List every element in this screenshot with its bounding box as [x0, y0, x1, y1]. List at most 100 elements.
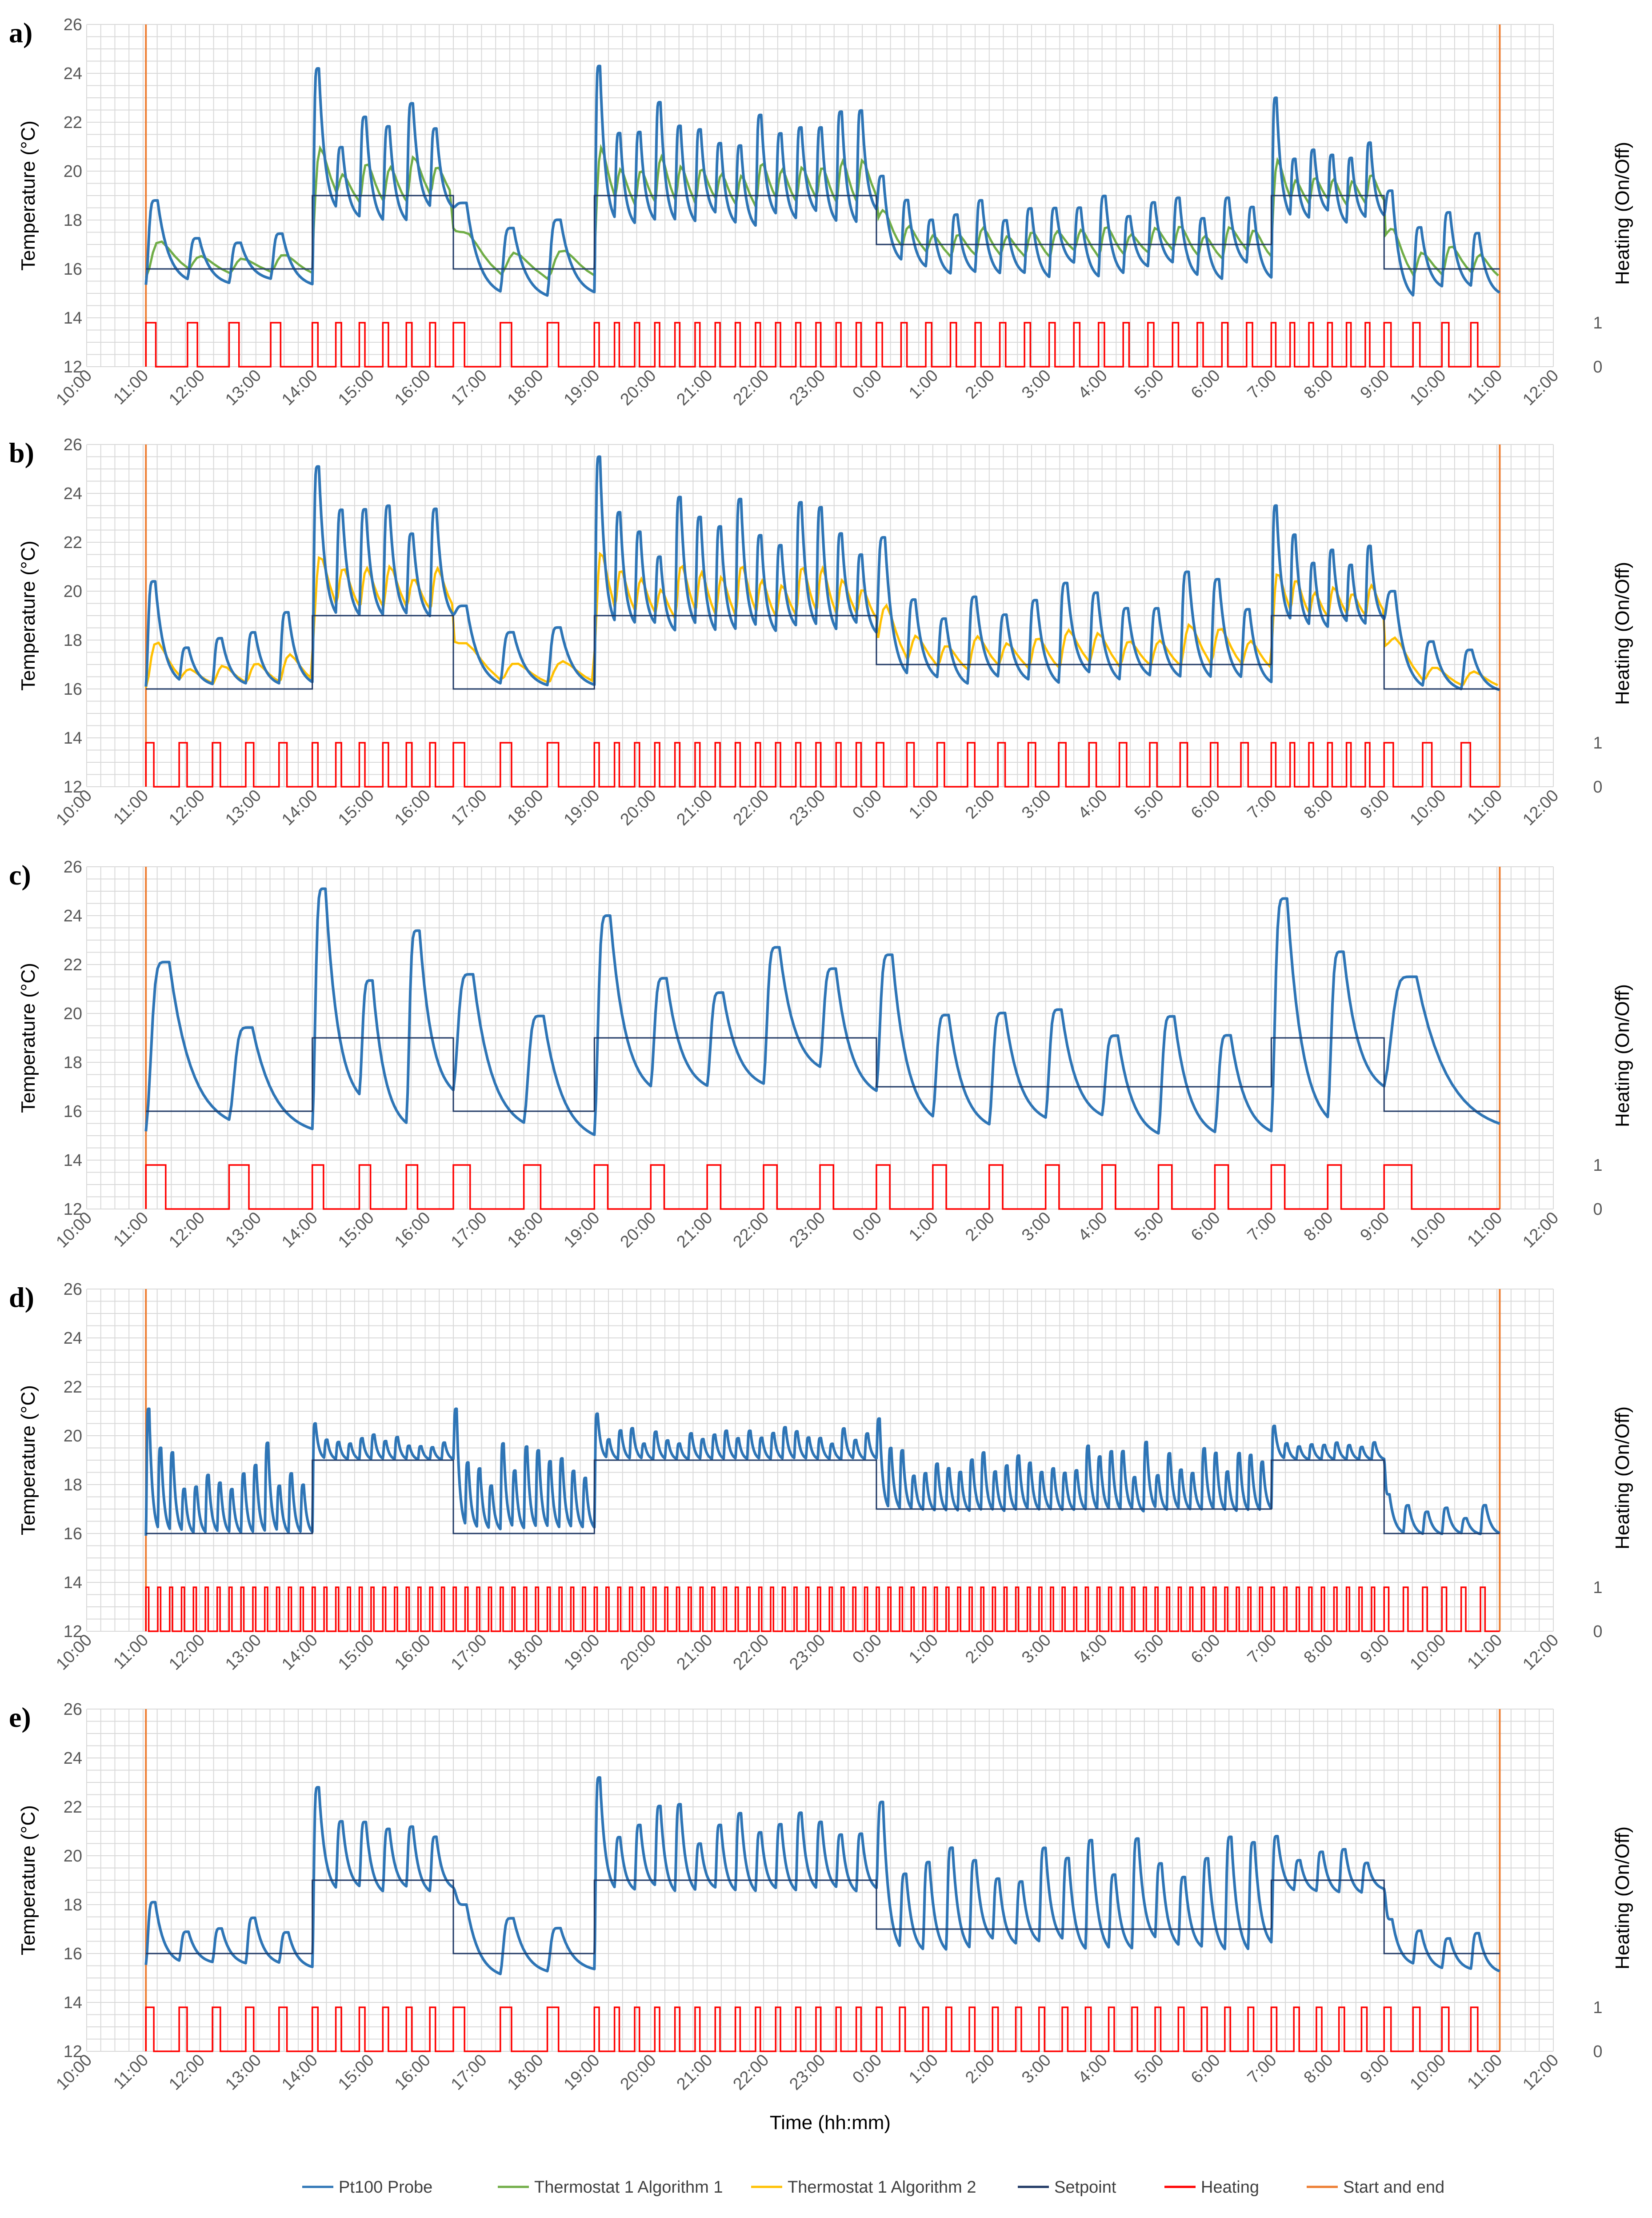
x-tick-label: 16:00: [391, 1631, 434, 1674]
x-tick-label: 20:00: [617, 1631, 660, 1674]
x-tick-label: 15:00: [335, 1631, 378, 1674]
x-tick-label: 22:00: [730, 1631, 773, 1674]
heating-series: [145, 742, 1500, 788]
x-tick-label: 6:00: [1188, 1209, 1224, 1245]
setpoint-series: [146, 195, 1500, 270]
y-tick-label: 18: [64, 631, 82, 650]
x-tick-label: 16:00: [391, 1209, 434, 1252]
y2-tick-label: 1: [1593, 1156, 1602, 1175]
x-tick-label: 7:00: [1244, 366, 1280, 403]
x-tick-label: 12:00: [165, 1209, 208, 1252]
y-tick-label: 14: [64, 1151, 82, 1170]
y2-tick-label: 1: [1593, 734, 1602, 753]
x-tick-label: 1:00: [905, 1209, 942, 1245]
x-tick-label: 14:00: [278, 366, 321, 409]
y2-axis-title: Heating (On/Off): [1612, 142, 1633, 285]
x-tick-label: 3:00: [1018, 786, 1055, 823]
x-tick-label: 14:00: [278, 786, 321, 829]
x-tick-label: 14:00: [278, 1209, 321, 1252]
x-tick-label: 7:00: [1244, 786, 1280, 823]
y2-tick-label: 0: [1593, 2042, 1602, 2061]
y2-tick-label: 0: [1593, 1200, 1602, 1219]
x-tick-label: 5:00: [1131, 366, 1168, 403]
legend-label: Thermostat 1 Algorithm 1: [534, 2178, 723, 2197]
setpoint-series: [146, 615, 1500, 690]
x-tick-label: 8:00: [1300, 366, 1337, 403]
x-axis-title: Time (hh:mm): [770, 2112, 891, 2134]
legend-label: Start and end: [1343, 2178, 1444, 2197]
x-tick-label: 8:00: [1300, 786, 1337, 823]
panel-c: c) 12 14 16 18 20 22 24 26 0 1 Temperature (°C) Heat…: [9, 858, 1633, 1252]
y2-tick-label: 0: [1593, 1622, 1602, 1641]
x-tick-label: 2:00: [962, 786, 998, 823]
x-tick-label: 9:00: [1357, 786, 1393, 823]
x-tick-label: 12:00: [1519, 786, 1562, 829]
x-tick-label: 20:00: [617, 786, 660, 829]
x-tick-label: 20:00: [617, 1209, 660, 1252]
y-tick-label: 12: [64, 1200, 82, 1219]
x-tick-label: 18:00: [504, 2051, 547, 2094]
y2-axis-title: Heating (On/Off): [1612, 1826, 1633, 1970]
x-tick-label: 13:00: [222, 786, 265, 829]
x-tick-label: 11:00: [1464, 1209, 1506, 1251]
probe-series: [144, 64, 1500, 297]
x-tick-label: 12:00: [165, 2051, 208, 2094]
y2-axis-title: Heating (On/Off): [1612, 984, 1633, 1127]
x-tick-label: 1:00: [905, 366, 942, 403]
x-tick-label: 16:00: [391, 2051, 434, 2094]
x-tick-label: 19:00: [560, 366, 604, 409]
x-tick-label: 10:00: [1407, 786, 1450, 829]
x-tick-label: 18:00: [504, 786, 547, 829]
y-tick-label: 24: [64, 484, 82, 503]
legend-item: Start and end: [1307, 2178, 1444, 2197]
x-tick-label: 13:00: [222, 2051, 265, 2094]
x-tick-label: 8:00: [1300, 1209, 1337, 1245]
x-tick-label: 11:00: [110, 2051, 152, 2093]
legend-label: Thermostat 1 Algorithm 2: [788, 2178, 976, 2197]
y-tick-label: 18: [64, 1896, 82, 1914]
x-tick-label: 4:00: [1075, 786, 1111, 823]
y2-tick-label: 1: [1593, 314, 1602, 332]
y-axis-title: Temperature (°C): [17, 1385, 39, 1535]
legend-label: Pt100 Probe: [339, 2178, 432, 2197]
x-tick-label: 12:00: [1519, 1631, 1562, 1674]
x-tick-label: 14:00: [278, 2051, 321, 2094]
y-tick-label: 26: [64, 436, 82, 454]
x-tick-label: 19:00: [560, 2051, 604, 2094]
x-tick-label: 0:00: [849, 786, 885, 823]
y-axis-title: Temperature (°C): [17, 540, 39, 691]
x-tick-label: 19:00: [560, 786, 604, 829]
y-axis-title: Temperature (°C): [17, 120, 39, 271]
x-tick-label: 22:00: [730, 2051, 773, 2094]
legend-item: Heating: [1164, 2178, 1259, 2197]
x-tick-label: 0:00: [849, 1631, 885, 1667]
x-tick-label: 4:00: [1075, 366, 1111, 403]
x-tick-label: 4:00: [1075, 1209, 1111, 1245]
x-tick-label: 20:00: [617, 2051, 660, 2094]
y-tick-label: 18: [64, 1476, 82, 1494]
y-tick-label: 16: [64, 1525, 82, 1543]
x-tick-label: 17:00: [448, 2051, 491, 2094]
y-tick-label: 24: [64, 907, 82, 925]
x-tick-label: 11:00: [1464, 366, 1506, 408]
y-tick-label: 26: [64, 858, 82, 877]
x-tick-label: 22:00: [730, 366, 773, 409]
x-tick-label: 0:00: [849, 2051, 885, 2087]
y-tick-label: 12: [64, 358, 82, 376]
x-tick-label: 10:00: [1407, 1631, 1450, 1674]
x-tick-label: 12:00: [1519, 366, 1562, 409]
panel-label: b): [9, 437, 34, 468]
panel-label: d): [9, 1281, 34, 1313]
x-tick-label: 12:00: [165, 786, 208, 829]
x-tick-label: 3:00: [1018, 2051, 1055, 2087]
heating-series: [145, 1164, 1500, 1210]
x-tick-label: 9:00: [1357, 1631, 1393, 1667]
x-tick-label: 23:00: [786, 786, 829, 829]
x-tick-label: 4:00: [1075, 2051, 1111, 2087]
y-tick-label: 14: [64, 1994, 82, 2012]
y-tick-label: 24: [64, 1749, 82, 1768]
y-tick-label: 22: [64, 1798, 82, 1817]
x-tick-label: 6:00: [1188, 2051, 1224, 2087]
y-tick-label: 18: [64, 211, 82, 230]
probe-series: [144, 1407, 1500, 1536]
